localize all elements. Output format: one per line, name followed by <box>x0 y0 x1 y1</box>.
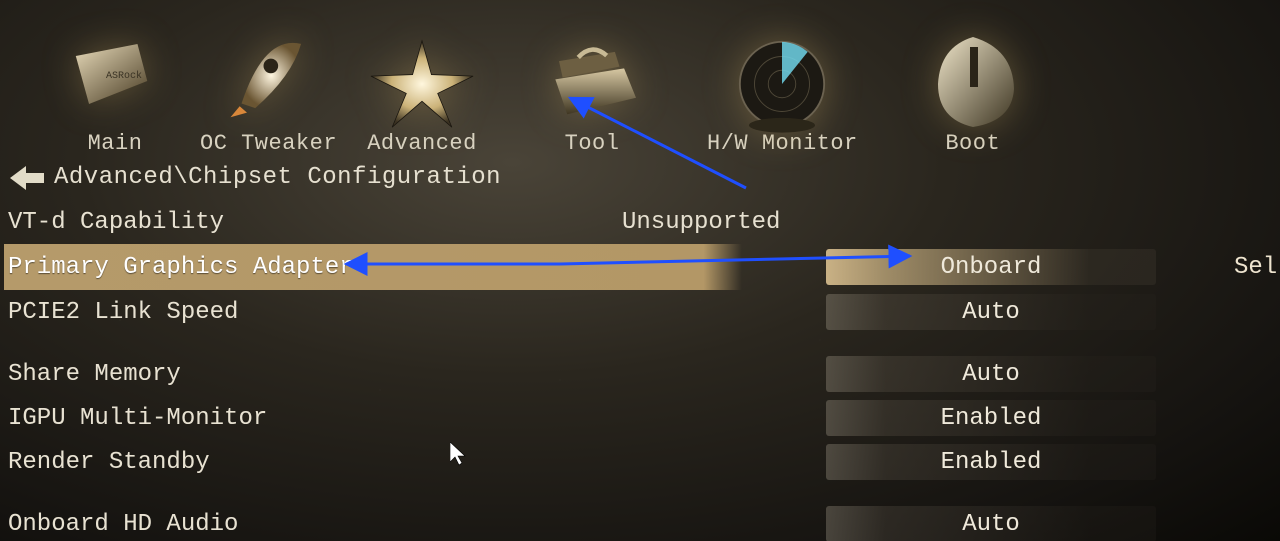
setting-value[interactable]: Auto <box>826 294 1156 330</box>
row-share-memory[interactable]: Share Memory Auto <box>4 352 1276 396</box>
breadcrumb-text: Advanced\Chipset Configuration <box>54 164 501 191</box>
setting-value[interactable]: Enabled <box>826 400 1156 436</box>
tab-main-label: Main <box>88 131 143 156</box>
tab-main[interactable]: ASRock Main <box>60 21 170 156</box>
setting-value[interactable]: Auto <box>826 356 1156 392</box>
tab-boot[interactable]: Boot <box>918 29 1028 156</box>
setting-value[interactable]: Onboard <box>826 249 1156 285</box>
tab-advanced[interactable]: Advanced <box>367 29 477 156</box>
setting-label: Onboard HD Audio <box>8 511 238 538</box>
setting-value: Unsupported <box>622 209 780 236</box>
row-vt-d[interactable]: VT-d Capability Unsupported <box>4 200 1276 244</box>
setting-label: VT-d Capability <box>8 209 224 236</box>
setting-label: Share Memory <box>8 361 181 388</box>
setting-label: PCIE2 Link Speed <box>8 299 238 326</box>
breadcrumb-row: Advanced\Chipset Configuration <box>10 164 501 191</box>
spacer <box>4 484 1276 502</box>
row-primary-graphics-adapter[interactable]: Primary Graphics Adapter Onboard Sel <box>4 244 1276 290</box>
top-tabs: ASRock Main OC Tweaker <box>0 0 1280 160</box>
row-onboard-hd-audio[interactable]: Onboard HD Audio Auto <box>4 502 1276 541</box>
spacer <box>4 334 1276 352</box>
radar-icon <box>727 29 837 139</box>
tab-hw-monitor[interactable]: H/W Monitor <box>707 29 858 156</box>
tab-oc-tweaker[interactable]: OC Tweaker <box>200 21 337 156</box>
setting-label: IGPU Multi-Monitor <box>8 405 267 432</box>
row-pcie2-link-speed[interactable]: PCIE2 Link Speed Auto <box>4 290 1276 334</box>
settings-list: VT-d Capability Unsupported Primary Grap… <box>4 200 1276 541</box>
back-arrow-icon[interactable] <box>10 165 44 191</box>
row-render-standby[interactable]: Render Standby Enabled <box>4 440 1276 484</box>
setting-label: Render Standby <box>8 449 210 476</box>
boot-icon <box>918 29 1028 139</box>
motherboard-icon: ASRock <box>60 21 170 131</box>
setting-value[interactable]: Enabled <box>826 444 1156 480</box>
row-igpu-multi-monitor[interactable]: IGPU Multi-Monitor Enabled <box>4 396 1276 440</box>
svg-text:ASRock: ASRock <box>106 70 142 82</box>
setting-value[interactable]: Auto <box>826 506 1156 541</box>
help-hint: Sel <box>1234 254 1277 281</box>
star-icon <box>367 29 477 139</box>
toolbox-icon <box>537 29 647 139</box>
tab-oc-label: OC Tweaker <box>200 131 337 156</box>
tab-tool[interactable]: Tool <box>537 29 647 156</box>
setting-label: Primary Graphics Adapter <box>8 254 354 281</box>
rocket-icon <box>214 21 324 131</box>
